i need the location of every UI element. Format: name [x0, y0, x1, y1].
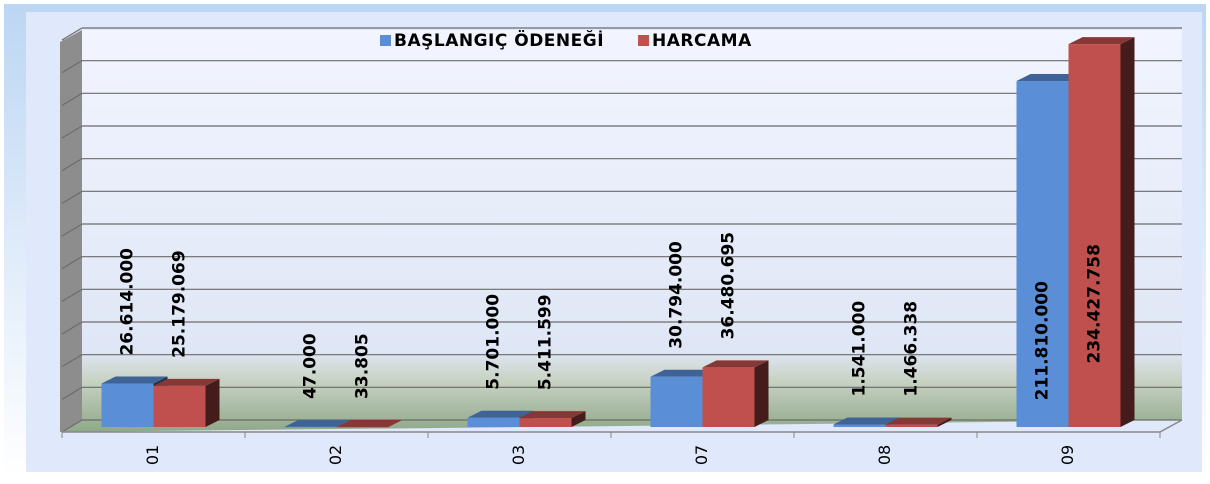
bar-side	[571, 411, 586, 427]
bar-top	[519, 411, 586, 419]
bar	[519, 418, 572, 427]
bar	[1016, 81, 1069, 427]
legend: BAŞLANGIÇ ÖDENEĞİ HARCAMA	[380, 29, 752, 51]
value-label: 5.411.599	[536, 294, 556, 390]
value-label: 36.480.695	[719, 232, 739, 340]
bar	[101, 383, 154, 427]
bar-top	[650, 369, 717, 377]
bar-side	[937, 417, 952, 427]
legend-swatch	[380, 35, 391, 46]
back-wall	[60, 30, 1182, 432]
value-label: 5.701.000	[484, 294, 504, 390]
grid-line-side	[61, 223, 83, 237]
x-tick-label: 01	[143, 445, 162, 465]
grid-line-side	[61, 419, 83, 433]
bar	[284, 426, 337, 428]
grid-line-side	[61, 386, 83, 400]
bar-top	[833, 417, 900, 425]
grid-line-side	[61, 60, 83, 74]
bar-top	[1068, 37, 1135, 45]
grid-line-side	[61, 158, 83, 172]
bar	[885, 424, 938, 427]
x-axis-depth	[1159, 419, 1183, 433]
grid-line-side	[61, 321, 83, 335]
grid-line-side	[61, 92, 83, 106]
bar-side	[388, 419, 403, 427]
legend-swatch	[638, 35, 650, 46]
value-label: 33.805	[353, 333, 373, 399]
x-tick-label: 03	[509, 445, 528, 465]
grid-line-side	[61, 125, 83, 139]
bar-top	[1016, 74, 1083, 82]
bar-top	[702, 360, 769, 368]
legend-label: HARCAMA	[652, 31, 752, 51]
value-label: 211.810.000	[1033, 281, 1053, 401]
bar-top	[153, 378, 220, 386]
legend-label: BAŞLANGIÇ ÖDENEĞİ	[394, 29, 604, 51]
value-label: 1.541.000	[850, 301, 870, 397]
bar-side	[1120, 37, 1135, 428]
bar	[336, 426, 389, 428]
bar	[702, 367, 755, 427]
value-label: 25.179.069	[170, 250, 190, 358]
grid-line-side	[61, 288, 83, 302]
bar-top	[101, 376, 168, 384]
x-tick-label: 07	[692, 445, 711, 465]
bar-side	[754, 360, 769, 427]
bar-top	[336, 419, 403, 427]
value-label: 234.427.758	[1085, 244, 1105, 363]
value-label: 26.614.000	[118, 248, 138, 356]
x-tick-label: 09	[1058, 445, 1077, 465]
x-tick-label: 02	[326, 445, 345, 465]
value-label: 47.000	[301, 333, 321, 399]
bar-top	[885, 417, 952, 425]
grid-line-side	[61, 190, 83, 204]
bar-top	[467, 410, 534, 418]
bar	[1068, 44, 1121, 428]
grid-line-side	[61, 256, 83, 270]
bar-top	[284, 419, 351, 427]
bar-side	[205, 378, 220, 427]
bar	[153, 385, 206, 427]
bar	[650, 376, 703, 427]
value-label: 30.794.000	[667, 241, 687, 349]
grid-line-side	[61, 354, 83, 368]
value-label: 1.466.338	[902, 301, 922, 397]
bar	[467, 417, 520, 427]
grid-line-side	[61, 27, 83, 41]
bar	[833, 424, 886, 427]
x-tick-label: 08	[875, 445, 894, 465]
